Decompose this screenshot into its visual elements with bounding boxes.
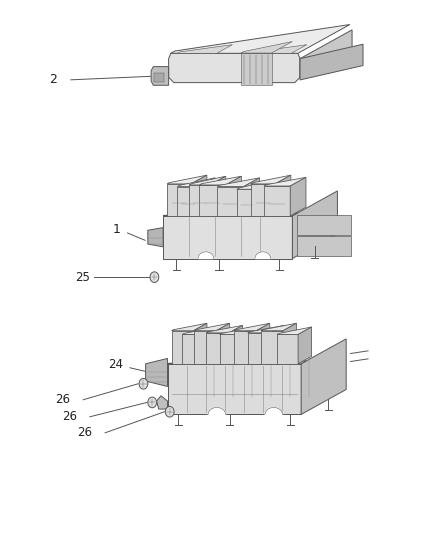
Polygon shape bbox=[206, 333, 229, 364]
Polygon shape bbox=[177, 187, 199, 216]
Polygon shape bbox=[300, 44, 363, 80]
Polygon shape bbox=[226, 176, 241, 216]
Polygon shape bbox=[182, 327, 217, 335]
Text: 26: 26 bbox=[77, 426, 92, 439]
Polygon shape bbox=[177, 45, 233, 53]
Bar bbox=[154, 73, 164, 82]
Polygon shape bbox=[189, 176, 226, 185]
Polygon shape bbox=[194, 323, 230, 330]
Polygon shape bbox=[148, 228, 163, 247]
Polygon shape bbox=[229, 325, 243, 364]
Text: 25: 25 bbox=[75, 271, 90, 284]
Polygon shape bbox=[271, 325, 284, 364]
Polygon shape bbox=[145, 358, 168, 386]
Polygon shape bbox=[300, 30, 352, 77]
Polygon shape bbox=[168, 364, 301, 415]
Polygon shape bbox=[167, 175, 207, 184]
Text: 24: 24 bbox=[108, 358, 123, 371]
Polygon shape bbox=[177, 178, 215, 187]
Polygon shape bbox=[264, 186, 290, 216]
Polygon shape bbox=[194, 323, 207, 364]
Polygon shape bbox=[297, 236, 350, 256]
Polygon shape bbox=[234, 330, 256, 364]
Polygon shape bbox=[168, 361, 307, 364]
Polygon shape bbox=[208, 408, 226, 415]
Polygon shape bbox=[217, 178, 259, 187]
Polygon shape bbox=[194, 330, 216, 364]
Polygon shape bbox=[210, 176, 226, 216]
Polygon shape bbox=[248, 325, 284, 333]
Text: 2: 2 bbox=[49, 74, 57, 86]
Polygon shape bbox=[293, 191, 337, 259]
Polygon shape bbox=[199, 178, 215, 216]
Polygon shape bbox=[264, 177, 306, 186]
Polygon shape bbox=[297, 215, 350, 235]
Circle shape bbox=[139, 378, 148, 389]
Polygon shape bbox=[199, 176, 241, 185]
Polygon shape bbox=[277, 327, 311, 335]
Polygon shape bbox=[217, 187, 244, 216]
Polygon shape bbox=[265, 408, 283, 415]
Polygon shape bbox=[171, 25, 350, 53]
Polygon shape bbox=[169, 53, 300, 83]
Text: 26: 26 bbox=[55, 393, 70, 406]
Polygon shape bbox=[219, 335, 240, 364]
Polygon shape bbox=[283, 323, 297, 364]
Polygon shape bbox=[275, 175, 291, 216]
Polygon shape bbox=[257, 181, 272, 216]
Polygon shape bbox=[219, 327, 254, 335]
Polygon shape bbox=[241, 53, 272, 85]
Polygon shape bbox=[151, 67, 169, 85]
Polygon shape bbox=[298, 327, 311, 364]
Polygon shape bbox=[290, 177, 306, 216]
Polygon shape bbox=[256, 323, 270, 364]
Polygon shape bbox=[167, 184, 191, 216]
Polygon shape bbox=[301, 339, 346, 415]
Polygon shape bbox=[261, 45, 307, 53]
Circle shape bbox=[148, 397, 157, 408]
Circle shape bbox=[166, 406, 174, 417]
Polygon shape bbox=[203, 327, 217, 364]
Polygon shape bbox=[241, 42, 293, 53]
Polygon shape bbox=[248, 333, 271, 364]
Polygon shape bbox=[172, 323, 207, 330]
Polygon shape bbox=[234, 323, 270, 330]
Text: 1: 1 bbox=[113, 223, 120, 236]
Polygon shape bbox=[157, 395, 168, 409]
Polygon shape bbox=[216, 323, 230, 364]
Polygon shape bbox=[163, 216, 293, 259]
Polygon shape bbox=[182, 335, 203, 364]
Polygon shape bbox=[277, 335, 298, 364]
Polygon shape bbox=[206, 325, 243, 333]
Polygon shape bbox=[163, 213, 298, 216]
Circle shape bbox=[150, 272, 159, 282]
Polygon shape bbox=[251, 175, 291, 184]
Polygon shape bbox=[191, 175, 207, 216]
Polygon shape bbox=[261, 323, 297, 330]
Polygon shape bbox=[199, 185, 226, 216]
Polygon shape bbox=[244, 178, 259, 216]
Polygon shape bbox=[261, 330, 283, 364]
Polygon shape bbox=[237, 189, 257, 216]
Polygon shape bbox=[251, 184, 275, 216]
Polygon shape bbox=[237, 181, 272, 189]
Text: 26: 26 bbox=[62, 410, 77, 423]
Polygon shape bbox=[189, 185, 210, 216]
Polygon shape bbox=[240, 327, 254, 364]
Polygon shape bbox=[255, 252, 271, 259]
Polygon shape bbox=[172, 330, 194, 364]
Polygon shape bbox=[198, 252, 214, 259]
